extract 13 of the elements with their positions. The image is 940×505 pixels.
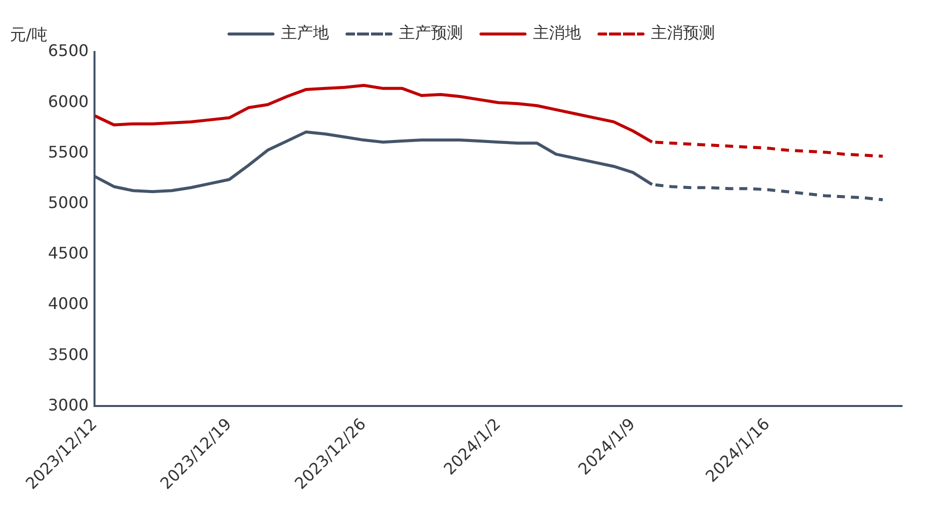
legend-label: 主产地 — [281, 23, 329, 42]
legend-label: 主消地 — [533, 23, 581, 42]
y-tick-label: 5500 — [48, 142, 89, 162]
y-tick-label: 3500 — [48, 344, 89, 364]
legend-label: 主消预测 — [651, 23, 715, 42]
y-tick-label: 3000 — [48, 395, 89, 414]
y-tick-label: 6000 — [48, 92, 89, 111]
y-tick-label: 6500 — [48, 41, 89, 60]
y-tick-label: 5000 — [48, 192, 89, 212]
y-tick-label: 4000 — [48, 294, 89, 314]
legend-label: 主产预测 — [399, 23, 463, 42]
y-tick-label: 4500 — [48, 244, 89, 263]
y-axis-title: 元/吨 — [10, 25, 48, 44]
